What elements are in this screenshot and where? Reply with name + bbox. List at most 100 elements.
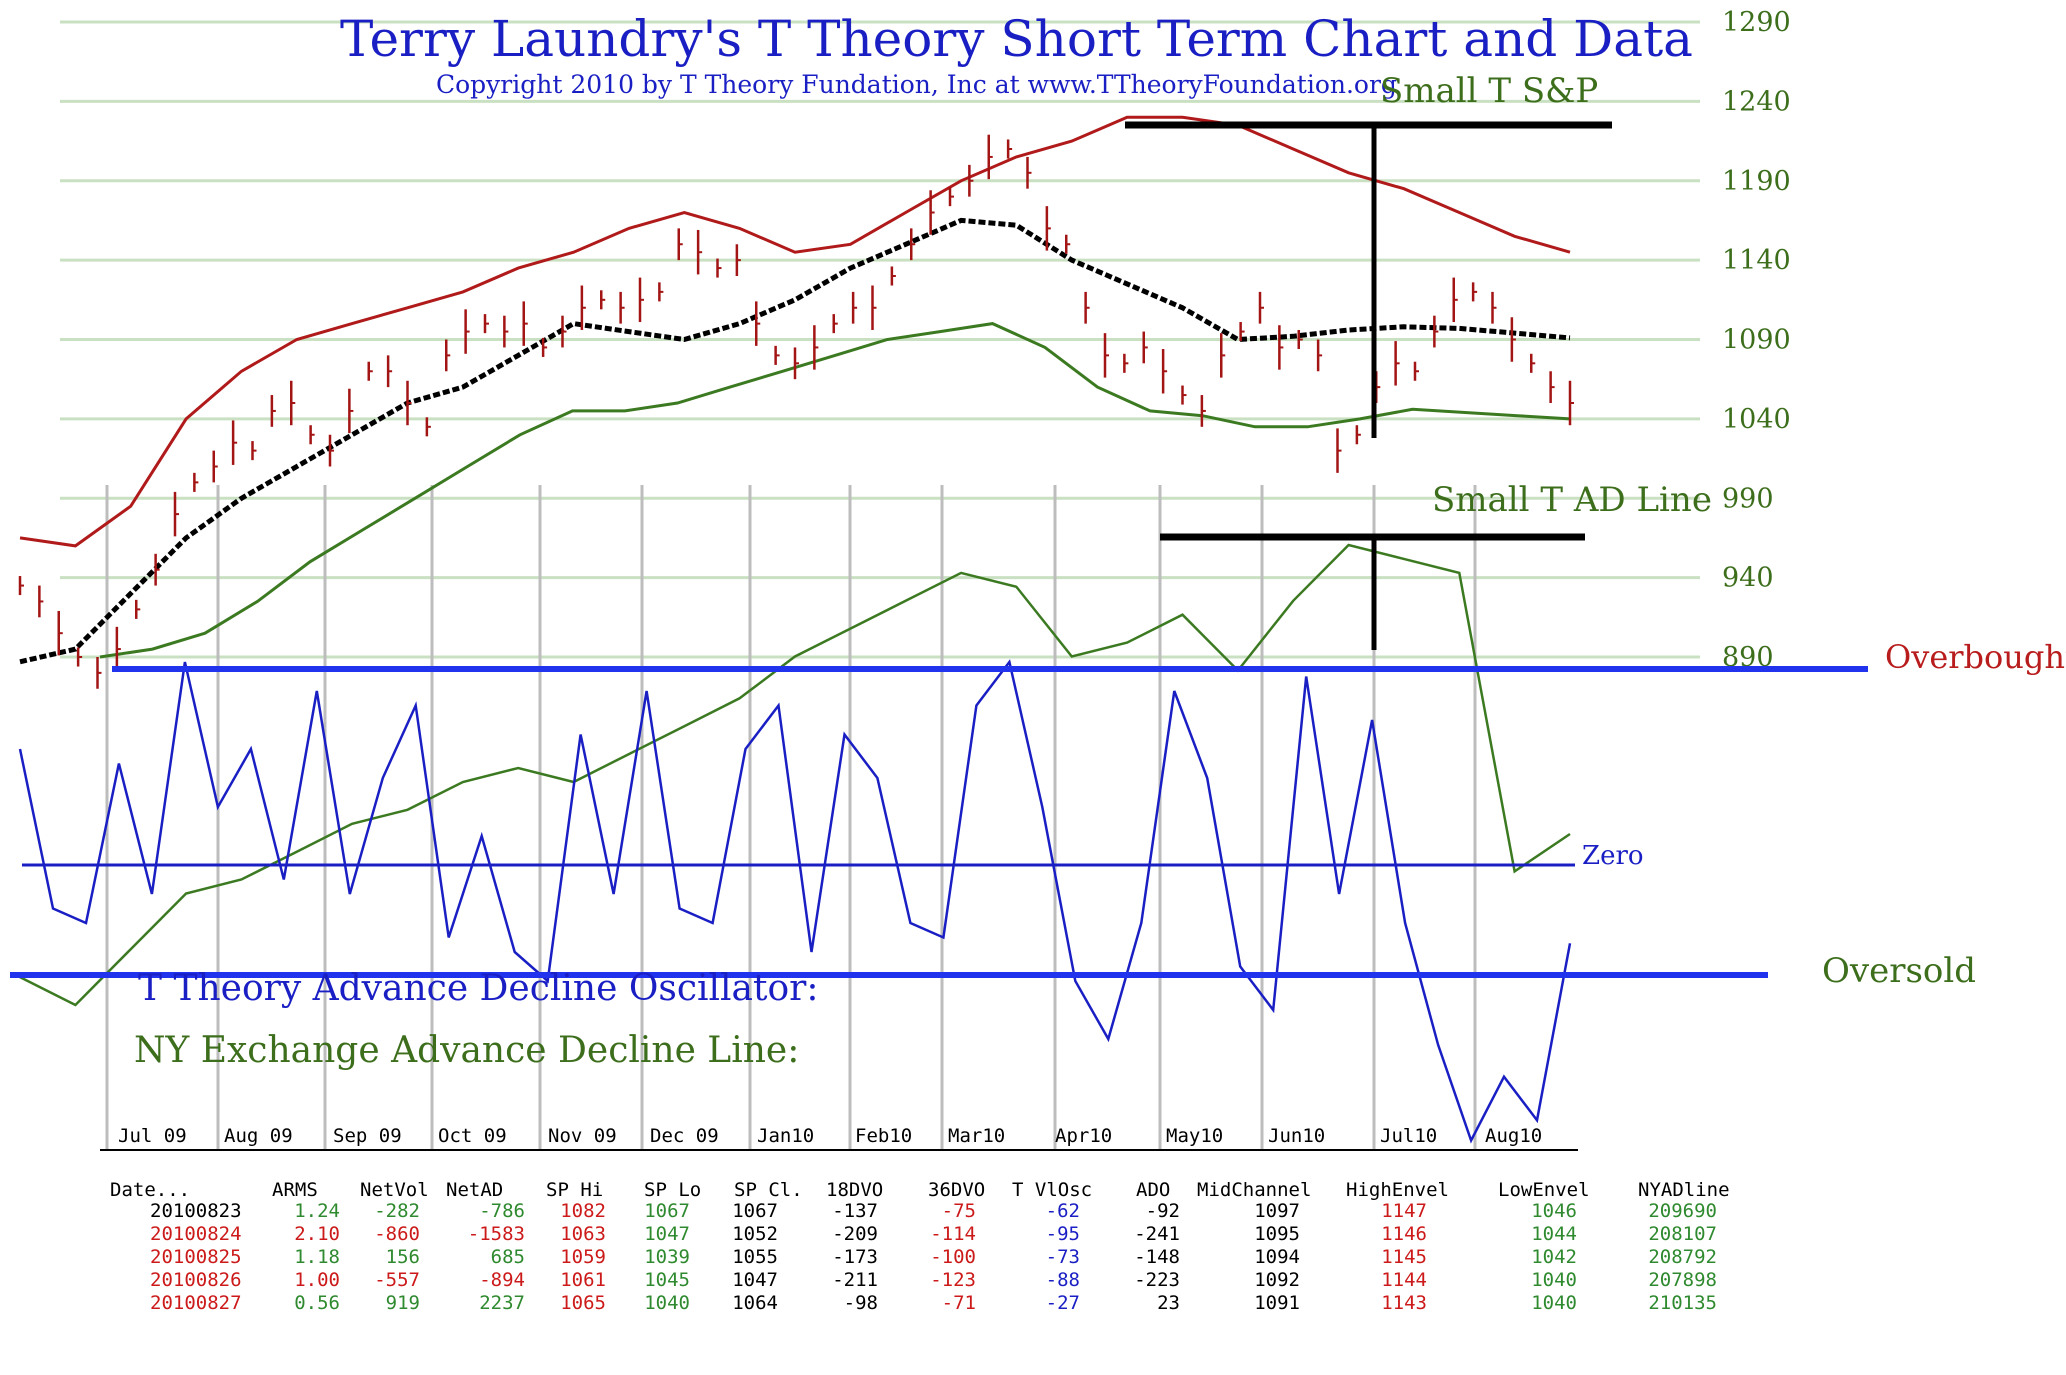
table-header-cell: T VlOsc: [1012, 1179, 1092, 1201]
table-cell: 207898: [1648, 1269, 1717, 1291]
table-cell: 1064: [732, 1292, 778, 1314]
table-cell: 20100823: [150, 1200, 242, 1222]
table-cell: 1082: [560, 1200, 606, 1222]
table-cell: 20100827: [150, 1292, 242, 1314]
table-header-cell: ARMS: [272, 1179, 318, 1201]
table-cell: 1052: [732, 1223, 778, 1245]
table-cell: 1.00: [294, 1269, 340, 1291]
table-cell: -786: [479, 1200, 525, 1222]
mid-channel-series: [19, 217, 1571, 665]
table-cell: -211: [832, 1269, 878, 1291]
table-cell: -241: [1134, 1223, 1180, 1245]
month-label: Jul10: [1380, 1125, 1437, 1147]
month-label: Dec 09: [650, 1125, 719, 1147]
y-tick-label-1140: 1140: [1722, 245, 1791, 276]
overbought-label: Overbought: [1885, 638, 2066, 676]
table-cell: -62: [1046, 1200, 1080, 1222]
table-cell: 1067: [732, 1200, 778, 1222]
table-cell: 1.24: [294, 1200, 340, 1222]
table-cell: 1143: [1381, 1292, 1427, 1314]
table-header-cell: LowEnvel: [1498, 1179, 1590, 1201]
series-layer: [18, 115, 1572, 1144]
table-cell: -75: [942, 1200, 976, 1222]
table-header-cell: HighEnvel: [1346, 1179, 1449, 1201]
table-cell: 1040: [644, 1292, 690, 1314]
table-header-cell: 18DVO: [826, 1179, 883, 1201]
table-cell: 1144: [1381, 1269, 1427, 1291]
table-cell: 1039: [644, 1246, 690, 1268]
table-header-cell: SP Cl.: [734, 1179, 803, 1201]
table-cell: 0.56: [294, 1292, 340, 1314]
table-cell: 1145: [1381, 1246, 1427, 1268]
month-label: Nov 09: [548, 1125, 617, 1147]
table-cell: -98: [844, 1292, 878, 1314]
table-cell: -73: [1046, 1246, 1080, 1268]
table-cell: 1097: [1254, 1200, 1300, 1222]
table-header-cell: MidChannel: [1197, 1179, 1311, 1201]
y-tick-label-990: 990: [1722, 483, 1774, 514]
y-tick-label-1290: 1290: [1722, 7, 1791, 38]
table-cell: 1094: [1254, 1246, 1300, 1268]
table-cell: -557: [374, 1269, 420, 1291]
table-cell: 1067: [644, 1200, 690, 1222]
table-cell: 1040: [1531, 1269, 1577, 1291]
sp500-price-bars: [18, 134, 1574, 689]
table-cell: 1065: [560, 1292, 606, 1314]
month-label: Mar10: [948, 1125, 1005, 1147]
table-cell: -114: [930, 1223, 976, 1245]
table-cell: 1040: [1531, 1292, 1577, 1314]
table-header-cell: NetAD: [446, 1179, 503, 1201]
month-label: May10: [1166, 1125, 1223, 1147]
table-cell: 1046: [1531, 1200, 1577, 1222]
table-cell: 1092: [1254, 1269, 1300, 1291]
data-table: Date... ARMS NetVol NetAD SP Hi SP Lo SP Cl. 18…: [110, 1179, 1730, 1314]
table-cell: 1044: [1531, 1223, 1577, 1245]
table-cell: -137: [832, 1200, 878, 1222]
table-cell: 1042: [1531, 1246, 1577, 1268]
table-cell: 1047: [732, 1269, 778, 1291]
table-cell: -88: [1046, 1269, 1080, 1291]
table-cell: 23: [1157, 1292, 1180, 1314]
table-header-cell: Date...: [110, 1179, 190, 1201]
table-cell: -148: [1134, 1246, 1180, 1268]
table-cell: 1147: [1381, 1200, 1427, 1222]
y-tick-label-1190: 1190: [1722, 166, 1791, 197]
chart-title: Terry Laundry's T Theory Short Term Char…: [340, 10, 1693, 68]
table-cell: 1.18: [294, 1246, 340, 1268]
table-cell: 1146: [1381, 1223, 1427, 1245]
oversold-label: Oversold: [1822, 951, 1976, 991]
table-cell: 1047: [644, 1223, 690, 1245]
month-label: Jan10: [757, 1125, 814, 1147]
y-tick-label-940: 940: [1722, 563, 1774, 594]
y-tick-label-1240: 1240: [1722, 86, 1791, 117]
table-header-cell: NetVol: [360, 1179, 429, 1201]
table-cell: 209690: [1648, 1200, 1717, 1222]
table-cell: -223: [1134, 1269, 1180, 1291]
table-cell: 1063: [560, 1223, 606, 1245]
table-cell: -71: [942, 1292, 976, 1314]
month-axis-labels: Jul 09 Aug 09 Sep 09 Oct 09 Nov 09 Dec 09 Jan1…: [118, 1125, 1542, 1147]
table-cell: 919: [386, 1292, 420, 1314]
table-cell: 208107: [1648, 1223, 1717, 1245]
table-header-cell: ADO: [1136, 1179, 1170, 1201]
month-label: Aug 09: [224, 1125, 293, 1147]
ad-line-series: [19, 543, 1571, 1007]
table-cell: 156: [386, 1246, 420, 1268]
table-cell: -95: [1046, 1223, 1080, 1245]
table-cell: 20100826: [150, 1269, 242, 1291]
table-cell: -173: [832, 1246, 878, 1268]
y-tick-label-1090: 1090: [1722, 325, 1791, 356]
price-gridlines: [60, 20, 1700, 659]
oscillator-series: [18, 659, 1572, 1144]
small-t-sp-label: Small T S&P: [1380, 71, 1598, 111]
table-cell: -282: [374, 1200, 420, 1222]
y-tick-label-1040: 1040: [1722, 404, 1791, 435]
low-envelope-series: [99, 322, 1571, 659]
table-header-cell: NYADline: [1638, 1179, 1730, 1201]
month-label: Feb10: [855, 1125, 912, 1147]
table-header-cell: 36DVO: [928, 1179, 985, 1201]
table-cell: 20100824: [150, 1223, 242, 1245]
high-envelope-series: [19, 115, 1571, 548]
